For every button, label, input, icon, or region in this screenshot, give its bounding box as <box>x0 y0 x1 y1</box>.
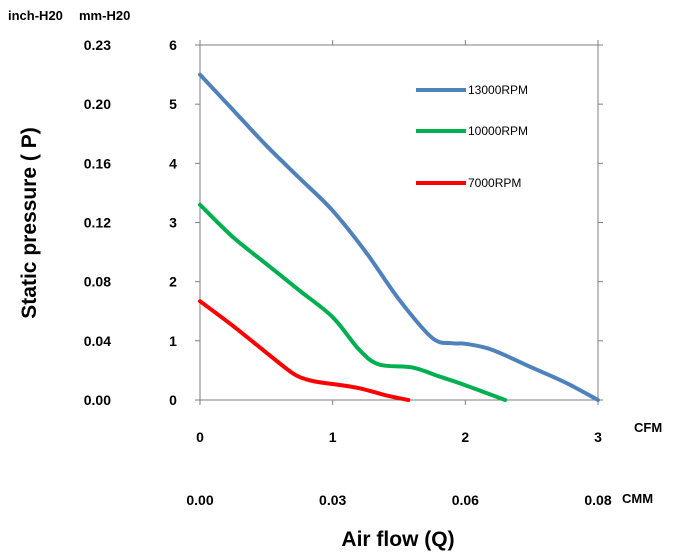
y-tick-label-primary: 4 <box>169 155 177 171</box>
series-line-13000rpm <box>198 72 600 402</box>
y-tick-label-secondary: 0.16 <box>84 155 111 171</box>
x-tick-label-secondary: 0.03 <box>319 492 346 508</box>
y-tick-label-primary: 1 <box>169 333 177 349</box>
x-tick-label-primary: 2 <box>461 429 469 445</box>
x-tick-label-secondary: 0.06 <box>452 492 479 508</box>
x-tick-label-secondary: 0.08 <box>584 492 611 508</box>
x-secondary-unit-label: CMM <box>622 491 653 506</box>
axis-ticks: 0 0.00 1 0.04 2 0.08 3 0.12 4 0.16 5 0.20 6 0.23 0 0.00… <box>84 37 612 508</box>
y-tick-label-primary: 5 <box>169 96 177 112</box>
y-tick-label-secondary: 0.00 <box>84 392 111 408</box>
y-tick-label-secondary: 0.04 <box>84 333 111 349</box>
y-tick-label-secondary: 0.23 <box>84 37 111 53</box>
y-tick-label-primary: 6 <box>169 37 177 53</box>
legend: 13000RPM 10000RPM 7000RPM <box>416 83 528 190</box>
y-tick-label-primary: 3 <box>169 215 177 231</box>
y-axis-title: Static pressure ( P) <box>18 127 41 318</box>
y-secondary-unit-label: inch-H20 <box>8 8 63 23</box>
y-tick-label-secondary: 0.12 <box>84 215 111 231</box>
series-line-10000rpm <box>198 202 508 402</box>
legend-label-10000rpm: 10000RPM <box>468 124 528 138</box>
x-primary-unit-label: CFM <box>634 420 662 435</box>
series-line-7000rpm <box>198 299 411 402</box>
x-tick-label-primary: 3 <box>594 429 602 445</box>
x-tick-label-primary: 1 <box>329 429 337 445</box>
legend-label-7000rpm: 7000RPM <box>468 176 521 190</box>
series-lines <box>198 72 600 402</box>
y-tick-label-primary: 0 <box>169 392 177 408</box>
y-tick-label-primary: 2 <box>169 274 177 290</box>
x-axis-title: Air flow (Q) <box>341 528 454 551</box>
y-tick-label-secondary: 0.08 <box>84 274 111 290</box>
y-primary-unit-label: mm-H20 <box>79 8 130 23</box>
x-tick-label-primary: 0 <box>196 429 204 445</box>
x-tick-label-secondary: 0.00 <box>186 492 213 508</box>
y-tick-label-secondary: 0.20 <box>84 96 111 112</box>
legend-label-13000rpm: 13000RPM <box>468 83 528 97</box>
